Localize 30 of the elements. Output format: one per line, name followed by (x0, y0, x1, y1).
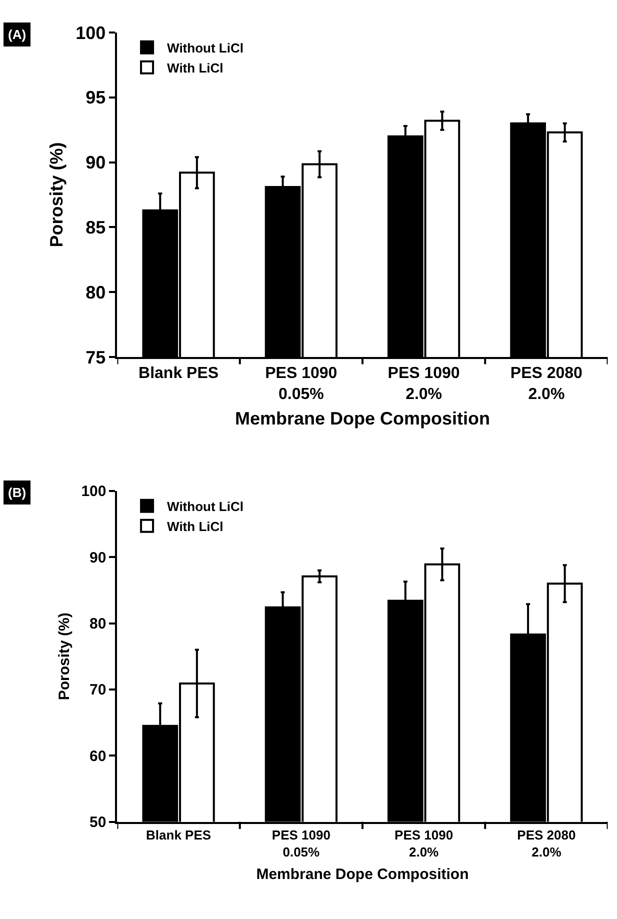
x-tick-label: PES 1090 2.0% (388, 365, 460, 404)
x-axis-title: Membrane Dope Composition (256, 866, 469, 883)
text: (A) (8, 27, 26, 42)
y-tick-label: 80 (90, 616, 106, 633)
y-tick-label: 100 (76, 22, 106, 43)
y-tick-label: 100 (81, 483, 106, 500)
y-tick-label: 70 (90, 682, 106, 699)
x-tick-label: Blank PES (146, 827, 212, 842)
x-tick-label: PES 2080 2.0% (510, 365, 583, 404)
x-tick-label: PES 1090 0.05% (272, 827, 330, 860)
y-tick-label: 90 (90, 549, 106, 566)
legend-label: With LiCl (167, 518, 224, 534)
y-tick-label: 95 (86, 88, 106, 108)
legend-label: Without LiCl (167, 40, 244, 56)
y-tick-label: 60 (90, 748, 106, 765)
x-tick-label: PES 1090 2.0% (394, 827, 454, 860)
y-tick-label: 90 (86, 152, 106, 173)
y-axis-title: Porosity (%) (46, 142, 66, 248)
text: (B) (8, 485, 26, 500)
y-axis-title: Porosity (%) (56, 612, 73, 700)
x-tick-label: Blank PES (138, 365, 219, 382)
x-tick-label: PES 2080 2.0% (517, 827, 576, 860)
y-tick-label: 80 (86, 282, 106, 302)
y-tick-label: 75 (86, 347, 106, 368)
legend-label: With LiCl (167, 60, 224, 76)
legend-label: Without LiCl (167, 498, 244, 514)
x-axis-title: Membrane Dope Composition (234, 408, 490, 429)
x-tick-label: PES 1090 0.05% (265, 365, 338, 404)
y-tick-label: 50 (90, 814, 106, 832)
y-tick-label: 85 (86, 217, 106, 238)
